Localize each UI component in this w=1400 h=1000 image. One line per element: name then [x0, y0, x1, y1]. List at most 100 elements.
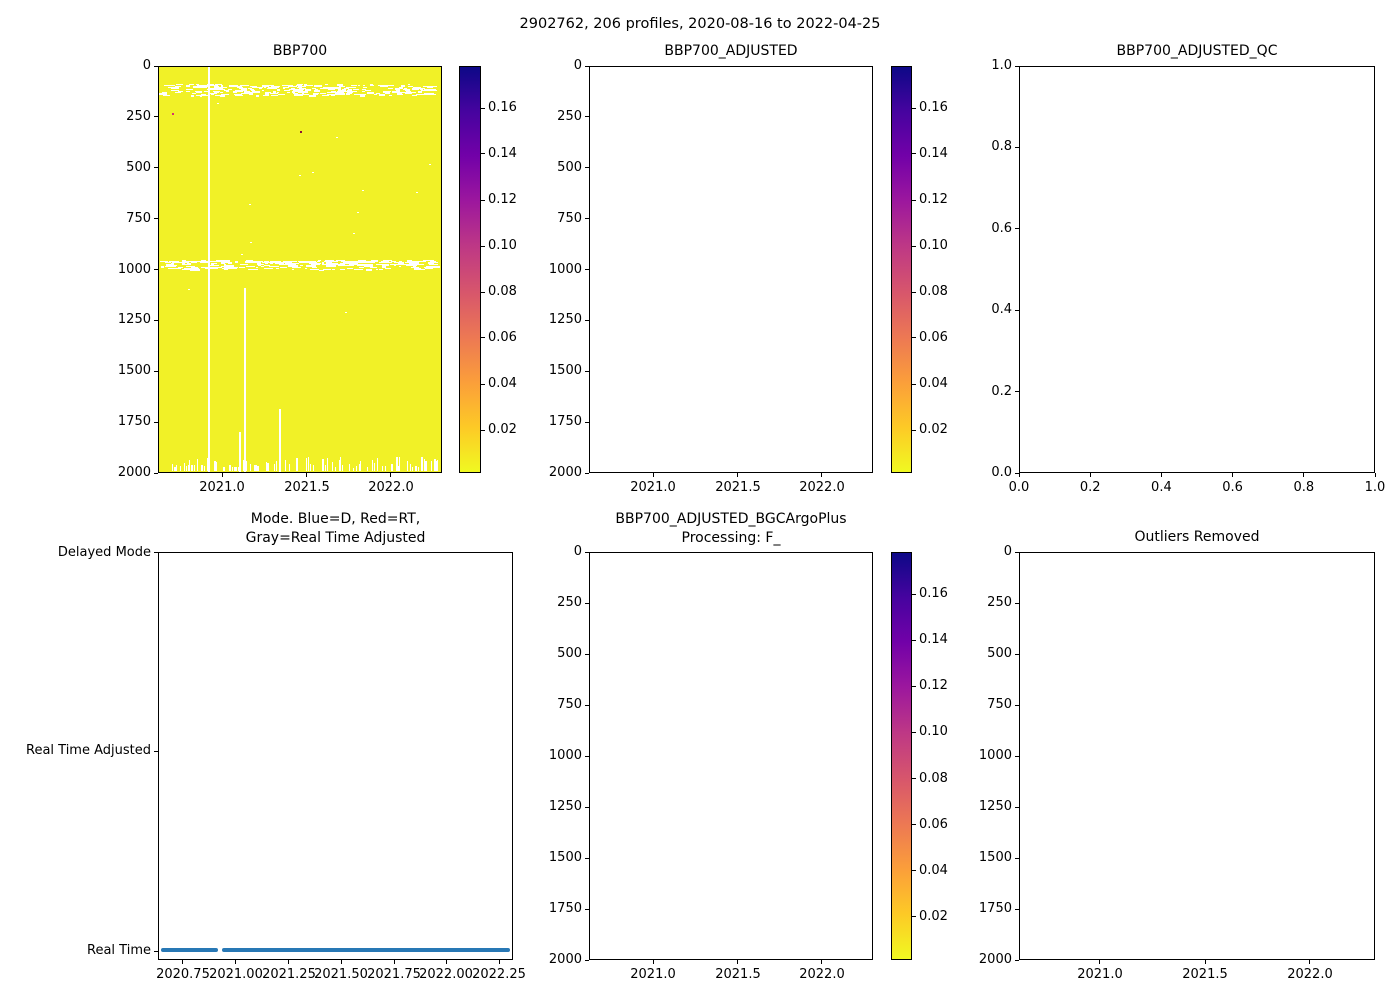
missing-data-dash [185, 89, 193, 91]
qc-xtick-mark [1303, 473, 1305, 477]
missing-data-dash [270, 93, 275, 95]
missing-data-dash [224, 269, 229, 271]
missing-data-dash [330, 90, 336, 93]
missing-data-dash [194, 86, 201, 88]
bbp700-adj-ytick-label: 1250 [548, 312, 582, 328]
missing-data-dash [430, 266, 440, 269]
missing-data-dash [356, 260, 364, 263]
missing-data-dash [245, 85, 249, 87]
missing-data-bottom-tick [335, 467, 337, 471]
missing-data-dash [288, 84, 294, 87]
colorbar-bbp700-tick-label: 0.14 [488, 145, 517, 161]
missing-data-dash [295, 84, 303, 86]
missing-data-bottom-tick [179, 465, 181, 471]
missing-data-dash [246, 266, 255, 268]
qc-xtick-mark [1018, 473, 1020, 477]
missing-data-dash [311, 263, 314, 265]
missing-data-dash [299, 88, 305, 90]
colorbar-bbp700-adjusted-tick-mark [912, 337, 916, 339]
missing-data-bottom-tick [381, 466, 383, 471]
bbp700-ytick-mark [154, 116, 158, 118]
bbp700-xtick-label: 2021.5 [284, 480, 330, 495]
colorbar-bbp700-adjusted-tick-label: 0.12 [919, 192, 948, 208]
missing-data-dash [426, 93, 434, 95]
missing-data-dash [352, 89, 360, 91]
missing-data-dash [259, 264, 264, 266]
colorbar-bgc-tick-label: 0.02 [919, 908, 948, 924]
outliers-ytick-label: 1750 [978, 901, 1012, 916]
missing-data-dash [353, 268, 363, 270]
missing-data-dash [298, 261, 303, 263]
missing-data-bottom-tick [433, 459, 436, 471]
missing-data-bottom-tick [371, 459, 373, 471]
missing-data-dash [349, 265, 355, 266]
colorbar-bbp700 [459, 66, 481, 473]
missing-data-dash [385, 261, 393, 263]
mode-xtick-label: 2021.50 [314, 967, 368, 982]
bgc-ytick-label: 0 [573, 544, 582, 559]
missing-data-dash [340, 86, 345, 88]
bbp700-ytick-mark [154, 370, 158, 372]
mode-xtick-mark [340, 960, 342, 964]
missing-data-dash [332, 264, 336, 266]
plot-bbp700-adjusted [589, 66, 873, 473]
missing-data-dash [335, 260, 346, 262]
missing-data-dash [359, 265, 367, 267]
missing-data-dash [365, 261, 376, 263]
qc-ytick-mark [1015, 146, 1019, 148]
panel-title-bbp700-adjusted-qc: BBP700_ADJUSTED_QC [1116, 43, 1278, 59]
missing-data-dash [382, 266, 387, 269]
bgc-ytick-label: 1250 [548, 799, 582, 814]
missing-data-dot [305, 267, 308, 269]
missing-data-dash [298, 260, 309, 262]
outliers-ytick-label: 750 [987, 697, 1012, 712]
missing-data-dash [233, 86, 241, 88]
panel-title-bbp700-adjusted: BBP700_ADJUSTED [664, 43, 798, 59]
missing-data-dash [170, 263, 174, 266]
missing-data-dash [331, 268, 336, 270]
missing-data-dash [343, 260, 352, 263]
missing-data-dash [368, 263, 373, 266]
missing-data-dash [316, 84, 323, 87]
missing-data-dash [175, 261, 182, 263]
missing-data-dash [388, 95, 392, 97]
colorbar-bgc-tick-mark [912, 639, 916, 641]
missing-data-dash [427, 260, 435, 262]
missing-data-dash [409, 263, 414, 265]
missing-data-dash [251, 260, 261, 263]
missing-data-dash [164, 266, 168, 268]
bbp700-adj-ytick-label: 500 [557, 159, 582, 175]
outliers-xtick-label: 2021.5 [1182, 967, 1228, 982]
missing-data-dash [407, 264, 417, 266]
missing-data-dash [385, 92, 391, 94]
missing-data-dash [427, 262, 438, 264]
missing-data-dash [340, 92, 346, 95]
bbp700-xtick-label: 2021.0 [199, 480, 245, 495]
missing-data-dot [261, 262, 264, 264]
missing-data-dash [370, 84, 373, 86]
bgc-ytick-mark [585, 602, 589, 604]
missing-data-bottom-tick [203, 465, 205, 471]
bbp700-xtick-mark [221, 473, 223, 477]
missing-data-dash [292, 92, 295, 94]
missing-data-dash [271, 92, 278, 94]
missing-data-bottom-tick [276, 461, 278, 471]
missing-data-bottom-tick [338, 460, 341, 471]
missing-data-dash [429, 264, 438, 266]
missing-data-dash [160, 265, 164, 268]
missing-data-dash [430, 90, 438, 92]
outlier-point [300, 130, 302, 133]
colorbar-bgc-tick-label: 0.06 [919, 816, 948, 832]
missing-data-dash [181, 260, 187, 263]
missing-data-dash [323, 269, 331, 271]
missing-data-dash [392, 91, 401, 94]
missing-data-dash [221, 260, 230, 262]
missing-data-dash [424, 266, 431, 268]
missing-data-dash [283, 87, 289, 89]
missing-data-dash [395, 87, 400, 89]
missing-data-dash [291, 86, 297, 88]
missing-data-dash [320, 88, 326, 90]
qc-ytick-mark [1015, 472, 1019, 474]
missing-data-dash [206, 266, 214, 268]
missing-data-dash [401, 263, 408, 265]
